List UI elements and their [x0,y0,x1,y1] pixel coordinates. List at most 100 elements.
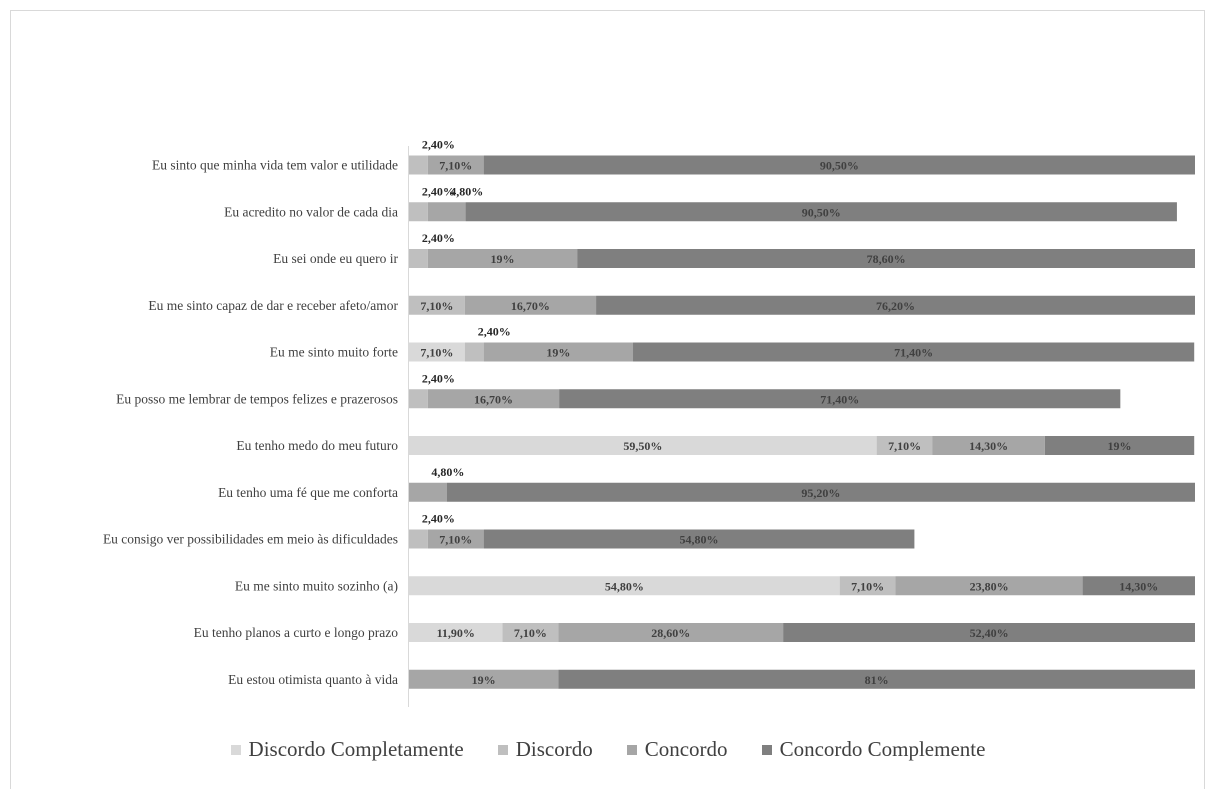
category-label: Eu tenho medo do meu futuro [236,438,398,453]
legend-label: Discordo Completamente [248,737,464,761]
category-label: Eu me sinto muito sozinho (a) [235,578,398,593]
bar-segment [876,436,933,455]
bar-segment [783,623,1195,642]
data-label: 7,10% [420,299,453,313]
bar-segment [559,389,1121,409]
data-label: 54,80% [605,579,644,593]
bar-segment [409,295,465,315]
data-label: 2,40% [478,325,511,339]
data-label: 11,90% [437,626,475,640]
data-label: 95,20% [801,486,840,500]
data-label: 2,40% [422,138,455,152]
bar-segment [502,623,559,642]
bar-segment [483,155,1195,175]
bar-segment [932,436,1045,455]
bar-segment [409,155,428,175]
data-label: 54,80% [680,533,719,547]
data-label: 71,40% [820,392,859,406]
bar-segment [1082,576,1195,596]
bar-segment [409,576,840,596]
legend-item: Discordo [497,737,593,762]
data-label: 71,40% [894,346,933,360]
bar-segment [577,249,1195,268]
category-labels: Eu sinto que minha vida tem valor e util… [103,158,399,687]
bar-segment [409,249,428,268]
data-label: 28,60% [651,626,690,640]
bar-segment [483,529,915,549]
bar-segment [1044,436,1195,455]
legend-label: Discordo [515,737,593,761]
data-label: 19% [1108,439,1132,453]
bar-segment [483,342,634,362]
data-label: 2,40% [422,231,455,245]
legend-label: Concordo [644,737,728,761]
bar-segment [409,342,465,362]
category-label: Eu me sinto muito forte [270,345,398,360]
bar-segment [409,436,877,455]
bar-segment [427,389,560,409]
legend-label: Concordo Complemente [779,737,986,761]
data-label: 7,10% [888,439,921,453]
category-label: Eu sei onde eu quero ir [273,251,398,266]
data-label: 19% [472,673,496,687]
category-label: Eu tenho uma fé que me conforta [218,485,398,500]
data-label: 19% [491,252,515,266]
data-label: 19% [546,346,570,360]
bar-segment [464,295,597,315]
bar-segment [446,482,1195,502]
data-label: 7,10% [514,626,547,640]
data-label: 16,70% [511,299,550,313]
data-label: 59,50% [623,439,662,453]
category-label: Eu consigo ver possibilidades em meio às… [103,532,398,547]
data-label: 76,20% [876,299,915,313]
data-label: 14,30% [1119,579,1158,593]
category-label: Eu sinto que minha vida tem valor e util… [152,158,398,173]
category-label: Eu posso me lembrar de tempos felizes e … [116,391,398,406]
data-label: 7,10% [439,159,472,173]
bars-layer [409,155,1195,689]
bar-segment [465,202,1177,222]
data-label: 7,10% [420,346,453,360]
bar-segment [427,529,484,549]
data-label: 2,40% [422,371,455,385]
data-label: 4,80% [450,184,483,198]
bar-segment [409,482,447,502]
legend-swatch [626,744,637,755]
data-label: 7,10% [439,533,472,547]
bar-segment [427,155,484,175]
legend: Discordo Completamente Discordo Concordo Co… [0,737,1216,762]
legend-item: Concordo Complemente [761,737,986,762]
legend-item: Discordo Completamente [230,737,464,762]
data-label: 90,50% [820,159,859,173]
category-label: Eu tenho planos a curto e longo prazo [194,625,399,640]
bar-segment [895,576,1083,596]
bar-segment [409,623,503,642]
bar-segment [839,576,896,596]
data-label: 52,40% [970,626,1009,640]
data-label: 7,10% [851,579,884,593]
bar-segment [464,342,484,362]
legend-swatch [497,744,508,755]
category-label: Eu me sinto capaz de dar e receber afeto… [148,298,398,313]
data-label: 2,40% [422,184,455,198]
bar-segment [558,623,784,642]
data-label: 78,60% [867,252,906,266]
data-label: 2,40% [422,512,455,526]
data-label: 81% [865,673,889,687]
bar-segment [427,202,466,222]
data-labels: 2,40%7,10% 90,50%2,40%4,80%90,50%2,40%19%… [420,138,1158,687]
category-label: Eu acredito no valor de cada dia [224,204,398,219]
data-label: 14,30% [969,439,1008,453]
bar-segment [409,529,428,549]
data-label: 23,80% [970,579,1009,593]
bar-segment [409,389,428,409]
bar-segment [558,669,1195,689]
bar-segment [409,669,559,689]
legend-swatch [230,744,241,755]
data-label: 4,80% [431,465,464,479]
data-label: 90,50% [802,205,841,219]
bar-segment [596,295,1195,315]
legend-swatch [761,744,772,755]
bar-segment [427,249,578,268]
legend-item: Concordo [626,737,728,762]
